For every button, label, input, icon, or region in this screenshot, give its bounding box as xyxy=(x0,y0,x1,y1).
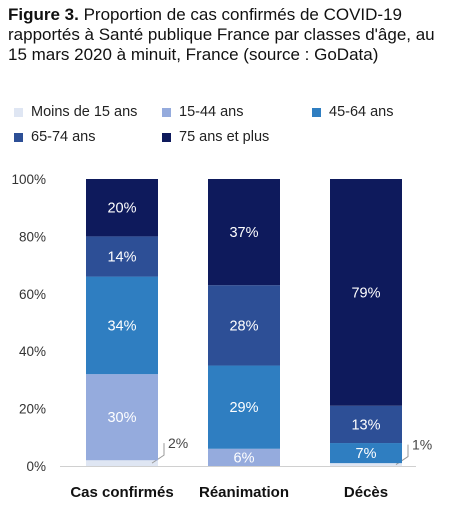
figure-title: Figure 3. Proportion de cas confirmés de… xyxy=(8,5,444,65)
legend-swatch xyxy=(14,132,23,142)
legend-swatch xyxy=(162,132,171,142)
data-label-65-74-ans-cas-confirmes: 14% xyxy=(107,249,136,265)
bar-segment-75-ans-et-plus-deces xyxy=(330,179,402,406)
bar-segment-75-ans-et-plus-cas-confirmes xyxy=(86,179,158,237)
bar-segment-75-ans-et-plus-reanimation xyxy=(208,179,280,286)
callout-line xyxy=(151,443,165,464)
bar-segment-45-64-ans-cas-confirmes xyxy=(86,276,158,375)
figure-caption: Proportion de cas confirmés de COVID-19 … xyxy=(8,5,435,64)
legend-item-45-64-ans: 45-64 ans xyxy=(312,104,394,120)
y-tick-label: 80% xyxy=(19,229,46,244)
bar-segment-45-64-ans-reanimation xyxy=(208,365,280,449)
data-label-45-64-ans-reanimation: 29% xyxy=(229,400,258,416)
bar-segment-moins-de-15-ans-cas-confirmes xyxy=(86,460,158,466)
legend-item-75-ans-et-plus: 75 ans et plus xyxy=(162,129,269,145)
bar-segment-65-74-ans-deces xyxy=(330,405,402,444)
data-label-75-ans-et-plus-reanimation: 37% xyxy=(229,225,258,241)
data-label-15-44-ans-reanimation: 6% xyxy=(234,450,255,466)
legend-swatch xyxy=(162,107,171,117)
bar-segment-15-44-ans-cas-confirmes xyxy=(86,374,158,461)
category-label-cas-confirmes: Cas confirmés xyxy=(70,484,173,501)
y-tick-label: 60% xyxy=(19,287,46,302)
data-label-75-ans-et-plus-cas-confirmes: 20% xyxy=(107,201,136,217)
bar-segment-65-74-ans-cas-confirmes xyxy=(86,236,158,277)
legend-label: 65-74 ans xyxy=(31,129,96,145)
bar-segment-45-64-ans-deces xyxy=(330,443,402,464)
data-label-15-44-ans-cas-confirmes: 30% xyxy=(107,410,136,426)
category-label-deces: Décès xyxy=(344,484,388,501)
legend-swatch xyxy=(14,107,23,117)
bar-segment-65-74-ans-reanimation xyxy=(208,285,280,366)
legend-item-65-74-ans: 65-74 ans xyxy=(14,129,96,145)
legend-label: Moins de 15 ans xyxy=(31,104,138,120)
legend-label: 75 ans et plus xyxy=(179,129,270,145)
data-label-65-74-ans-reanimation: 28% xyxy=(229,318,258,334)
data-label-moins-de-15-ans-deces: 1% xyxy=(412,437,432,453)
legend-label: 45-64 ans xyxy=(329,104,394,120)
legend-item-moins-de-15-ans: Moins de 15 ans xyxy=(14,104,137,120)
legend-swatch xyxy=(312,107,321,117)
data-label-65-74-ans-deces: 13% xyxy=(351,417,380,433)
category-label-reanimation: Réanimation xyxy=(199,484,289,501)
data-label-45-64-ans-cas-confirmes: 34% xyxy=(107,318,136,334)
data-label-moins-de-15-ans-cas-confirmes: 2% xyxy=(168,435,188,451)
y-tick-label: 0% xyxy=(26,459,46,474)
y-tick-label: 40% xyxy=(19,344,46,359)
figure-number: Figure 3. xyxy=(8,5,79,24)
legend-item-15-44-ans: 15-44 ans xyxy=(162,104,244,120)
y-tick-label: 20% xyxy=(19,402,46,417)
stacked-bar-chart: 0% 20% 40% 60% 80% 100% 2% 30% 34% 14% 20% Cas conf… xyxy=(11,172,432,501)
legend-label: 15-44 ans xyxy=(179,104,244,120)
bar-segment-15-44-ans-reanimation xyxy=(208,448,280,466)
data-label-45-64-ans-deces: 7% xyxy=(356,446,377,462)
y-tick-label: 100% xyxy=(11,172,46,187)
data-label-75-ans-et-plus-deces: 79% xyxy=(351,285,380,301)
bar-segment-moins-de-15-ans-deces xyxy=(330,463,402,466)
